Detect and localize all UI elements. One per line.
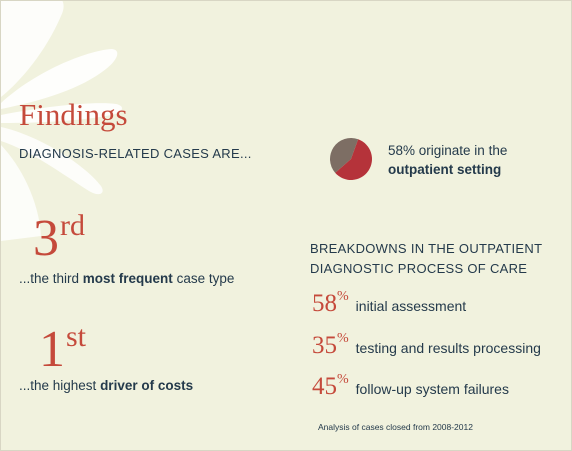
pie-slice-other xyxy=(330,138,359,173)
stat-third-description: ...the third most frequent case type xyxy=(19,271,235,286)
stat-first-description: ...the highest driver of costs xyxy=(19,378,194,393)
breakdown-label: initial assessment xyxy=(355,298,467,314)
page-title: Findings xyxy=(19,97,128,132)
pie-caption: 58% originate in the outpatient setting xyxy=(388,143,508,177)
breakdown-item: 45% follow-up system failures xyxy=(312,372,509,400)
breakdown-percent: 35% xyxy=(312,331,349,359)
outpatient-pie-chart xyxy=(330,138,372,180)
pie-slice-outpatient xyxy=(335,139,372,180)
breakdown-label: testing and results processing xyxy=(355,340,541,356)
flower-petals-decoration xyxy=(1,1,123,241)
stat-third-number: 3rd xyxy=(33,209,85,267)
breakdown-percent: 58% xyxy=(312,289,349,317)
breakdown-heading: BREAKDOWNS IN THE OUTPATIENT DIAGNOSTIC … xyxy=(310,241,543,276)
stat-first-number: 1st xyxy=(39,320,87,378)
breakdown-percent: 45% xyxy=(312,372,349,400)
footnote: Analysis of cases closed from 2008-2012 xyxy=(318,422,473,432)
breakdown-item: 35% testing and results processing xyxy=(312,331,541,359)
breakdown-label: follow-up system failures xyxy=(355,381,509,397)
subtitle: DIAGNOSIS-RELATED CASES ARE... xyxy=(19,146,252,161)
breakdown-item: 58% initial assessment xyxy=(312,289,467,317)
